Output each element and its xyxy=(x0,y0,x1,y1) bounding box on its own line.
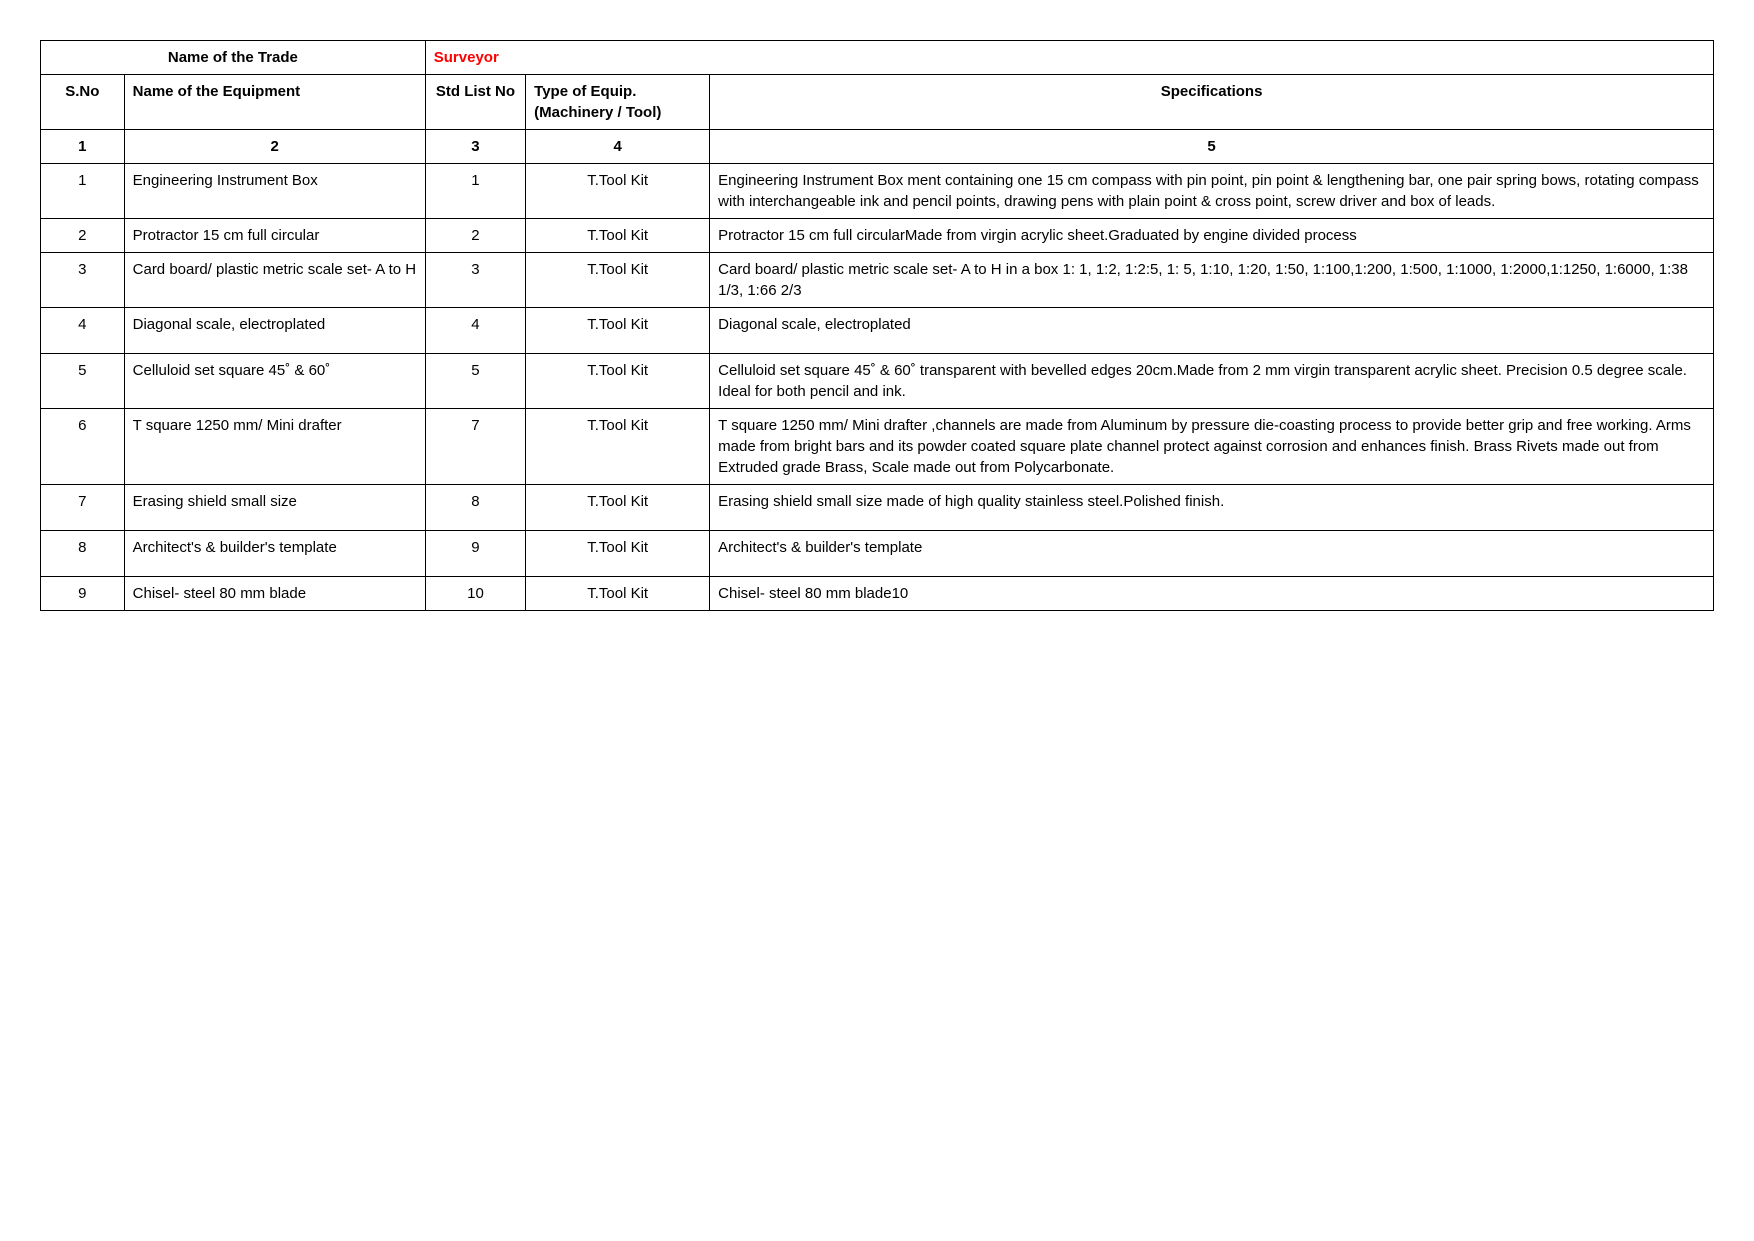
header-name: Name of the Equipment xyxy=(124,75,425,130)
cell-std: 2 xyxy=(425,219,525,253)
cell-std: 3 xyxy=(425,253,525,308)
cell-type: T.Tool Kit xyxy=(526,308,710,354)
cell-spec: T square 1250 mm/ Mini drafter ,channels… xyxy=(710,409,1714,485)
cell-std: 10 xyxy=(425,577,525,611)
cell-type: T.Tool Kit xyxy=(526,164,710,219)
numrow-3: 3 xyxy=(425,130,525,164)
table-row: 4Diagonal scale, electroplated4T.Tool Ki… xyxy=(41,308,1714,354)
equipment-table: Name of the Trade Surveyor S.No Name of … xyxy=(40,40,1714,611)
table-row: 2Protractor 15 cm full circular2T.Tool K… xyxy=(41,219,1714,253)
cell-name: T square 1250 mm/ Mini drafter xyxy=(124,409,425,485)
cell-name: Architect's & builder's template xyxy=(124,531,425,577)
cell-spec: Erasing shield small size made of high q… xyxy=(710,485,1714,531)
table-row: 3Card board/ plastic metric scale set- A… xyxy=(41,253,1714,308)
header-type: Type of Equip. (Machinery / Tool) xyxy=(526,75,710,130)
cell-type: T.Tool Kit xyxy=(526,577,710,611)
cell-type: T.Tool Kit xyxy=(526,409,710,485)
cell-name: Engineering Instrument Box xyxy=(124,164,425,219)
cell-sno: 6 xyxy=(41,409,125,485)
cell-type: T.Tool Kit xyxy=(526,485,710,531)
cell-name: Erasing shield small size xyxy=(124,485,425,531)
table-row: 7Erasing shield small size8T.Tool KitEra… xyxy=(41,485,1714,531)
cell-name: Celluloid set square 45˚ & 60˚ xyxy=(124,354,425,409)
cell-std: 5 xyxy=(425,354,525,409)
cell-std: 9 xyxy=(425,531,525,577)
cell-std: 7 xyxy=(425,409,525,485)
cell-name: Diagonal scale, electroplated xyxy=(124,308,425,354)
cell-name: Protractor 15 cm full circular xyxy=(124,219,425,253)
cell-spec: Engineering Instrument Box ment containi… xyxy=(710,164,1714,219)
cell-type: T.Tool Kit xyxy=(526,531,710,577)
cell-sno: 1 xyxy=(41,164,125,219)
cell-type: T.Tool Kit xyxy=(526,354,710,409)
table-row: 6T square 1250 mm/ Mini drafter7T.Tool K… xyxy=(41,409,1714,485)
cell-sno: 9 xyxy=(41,577,125,611)
cell-sno: 4 xyxy=(41,308,125,354)
cell-type: T.Tool Kit xyxy=(526,253,710,308)
table-row: 1Engineering Instrument Box1T.Tool KitEn… xyxy=(41,164,1714,219)
numrow-5: 5 xyxy=(710,130,1714,164)
cell-spec: Chisel- steel 80 mm blade10 xyxy=(710,577,1714,611)
column-header-row: S.No Name of the Equipment Std List No T… xyxy=(41,75,1714,130)
header-sno: S.No xyxy=(41,75,125,130)
cell-sno: 7 xyxy=(41,485,125,531)
number-row: 1 2 3 4 5 xyxy=(41,130,1714,164)
trade-header-row: Name of the Trade Surveyor xyxy=(41,41,1714,75)
cell-spec: Card board/ plastic metric scale set- A … xyxy=(710,253,1714,308)
cell-sno: 5 xyxy=(41,354,125,409)
cell-spec: Architect's & builder's template xyxy=(710,531,1714,577)
trade-value: Surveyor xyxy=(425,41,1713,75)
numrow-1: 1 xyxy=(41,130,125,164)
cell-std: 4 xyxy=(425,308,525,354)
cell-sno: 3 xyxy=(41,253,125,308)
cell-type: T.Tool Kit xyxy=(526,219,710,253)
cell-sno: 8 xyxy=(41,531,125,577)
cell-spec: Celluloid set square 45˚ & 60˚ transpare… xyxy=(710,354,1714,409)
cell-std: 1 xyxy=(425,164,525,219)
header-spec: Specifications xyxy=(710,75,1714,130)
numrow-4: 4 xyxy=(526,130,710,164)
table-row: 8Architect's & builder's template9T.Tool… xyxy=(41,531,1714,577)
cell-name: Card board/ plastic metric scale set- A … xyxy=(124,253,425,308)
cell-spec: Diagonal scale, electroplated xyxy=(710,308,1714,354)
cell-name: Chisel- steel 80 mm blade xyxy=(124,577,425,611)
table-body: Name of the Trade Surveyor S.No Name of … xyxy=(41,41,1714,611)
table-row: 5Celluloid set square 45˚ & 60˚5T.Tool K… xyxy=(41,354,1714,409)
cell-spec: Protractor 15 cm full circularMade from … xyxy=(710,219,1714,253)
header-std: Std List No xyxy=(425,75,525,130)
cell-sno: 2 xyxy=(41,219,125,253)
numrow-2: 2 xyxy=(124,130,425,164)
cell-std: 8 xyxy=(425,485,525,531)
trade-label: Name of the Trade xyxy=(41,41,426,75)
table-row: 9Chisel- steel 80 mm blade10T.Tool KitCh… xyxy=(41,577,1714,611)
